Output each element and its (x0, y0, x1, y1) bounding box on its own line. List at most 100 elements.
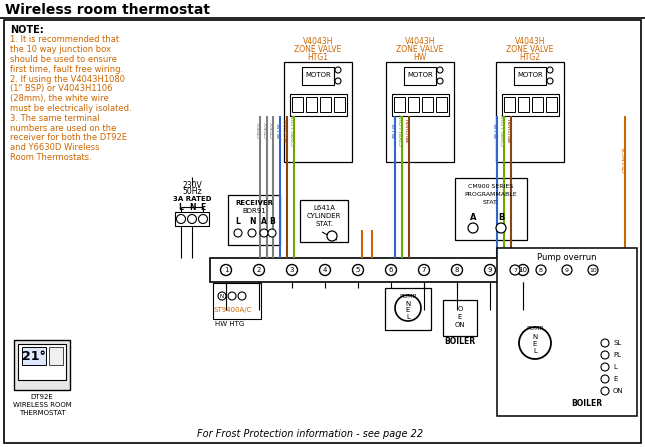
Text: BLUE: BLUE (393, 122, 397, 138)
Text: 8: 8 (539, 267, 543, 273)
Text: HW HTG: HW HTG (215, 321, 244, 327)
Text: HTG1: HTG1 (308, 54, 328, 63)
Text: PL: PL (613, 352, 621, 358)
Bar (213, 283, 261, 319)
Text: PUMP: PUMP (399, 295, 417, 299)
Circle shape (395, 295, 421, 321)
Text: DT92E: DT92E (30, 394, 54, 400)
Circle shape (253, 265, 264, 275)
Text: O: O (457, 306, 462, 312)
Bar (436, 97, 447, 112)
Text: (1" BSP) or V4043H1106: (1" BSP) or V4043H1106 (10, 84, 112, 93)
Text: CM900 SERIES: CM900 SERIES (468, 185, 513, 190)
Text: 10: 10 (519, 267, 528, 273)
Text: BLUE: BLUE (495, 122, 499, 138)
Bar (14, 340, 70, 390)
Text: BLUE: BLUE (277, 122, 283, 138)
Circle shape (484, 265, 495, 275)
Circle shape (468, 223, 478, 233)
Circle shape (437, 78, 443, 84)
Text: 2: 2 (257, 267, 261, 273)
Text: L: L (613, 364, 617, 370)
Text: 1. It is recommended that: 1. It is recommended that (10, 35, 119, 45)
Text: 3A RATED: 3A RATED (173, 196, 212, 202)
Circle shape (386, 265, 397, 275)
Text: CYLINDER: CYLINDER (307, 213, 341, 219)
Text: ORANGE: ORANGE (622, 147, 628, 173)
Text: L: L (533, 348, 537, 354)
Circle shape (601, 375, 609, 383)
Text: BROWN: BROWN (508, 118, 513, 142)
Text: E: E (406, 307, 410, 313)
Circle shape (238, 292, 246, 300)
Text: GREY: GREY (257, 122, 263, 139)
Circle shape (562, 265, 572, 275)
Bar (502, 94, 559, 116)
Text: E: E (613, 376, 617, 382)
Circle shape (419, 265, 430, 275)
Bar (292, 97, 303, 112)
Bar (404, 67, 436, 85)
Text: receiver for both the DT92E: receiver for both the DT92E (10, 134, 127, 143)
Text: 7: 7 (513, 267, 517, 273)
Text: ZONE VALVE: ZONE VALVE (294, 46, 342, 55)
Text: G/YELLOW: G/YELLOW (502, 114, 506, 146)
Text: ON: ON (455, 322, 465, 328)
Text: BDR91: BDR91 (242, 208, 266, 214)
Text: must be electrically isolated.: must be electrically isolated. (10, 104, 132, 113)
Bar (306, 97, 317, 112)
Bar (175, 212, 209, 226)
Text: BOILER: BOILER (444, 337, 475, 346)
Circle shape (218, 292, 226, 300)
Bar (497, 248, 637, 416)
Circle shape (451, 265, 462, 275)
Bar (334, 97, 345, 112)
Text: PUMP: PUMP (526, 326, 544, 332)
Bar (300, 200, 348, 242)
Text: G/YELLOW: G/YELLOW (292, 114, 297, 146)
Bar (532, 97, 543, 112)
Text: first time, fault free wiring.: first time, fault free wiring. (10, 65, 123, 74)
Circle shape (496, 223, 506, 233)
Circle shape (221, 265, 232, 275)
Bar (386, 62, 454, 162)
Text: 1: 1 (224, 267, 228, 273)
Text: For Frost Protection information - see page 22: For Frost Protection information - see p… (197, 429, 423, 439)
Bar (18, 344, 66, 380)
Circle shape (517, 265, 528, 275)
Text: 5: 5 (356, 267, 360, 273)
Text: (28mm), the white wire: (28mm), the white wire (10, 94, 109, 103)
Bar (392, 94, 449, 116)
Circle shape (588, 265, 598, 275)
Bar (496, 62, 564, 162)
Text: L: L (235, 216, 241, 225)
Bar (455, 178, 527, 240)
Text: BROWN: BROWN (406, 118, 412, 142)
Text: 3: 3 (290, 267, 294, 273)
Text: ZONE VALVE: ZONE VALVE (396, 46, 444, 55)
Text: the 10 way junction box: the 10 way junction box (10, 45, 111, 54)
Bar (22, 347, 46, 365)
Text: STAT.: STAT. (483, 201, 499, 206)
Text: B: B (269, 216, 275, 225)
Bar (546, 97, 557, 112)
Circle shape (177, 215, 186, 224)
Text: BROWN: BROWN (284, 118, 290, 142)
Text: N: N (220, 294, 224, 299)
Circle shape (547, 78, 553, 84)
Text: THERMOSTAT: THERMOSTAT (19, 410, 65, 416)
Text: HTG2: HTG2 (519, 54, 541, 63)
Bar (284, 62, 352, 162)
Text: 4: 4 (322, 267, 327, 273)
Text: B: B (498, 212, 504, 222)
Bar (320, 97, 331, 112)
Text: V4043H: V4043H (515, 38, 545, 46)
Circle shape (286, 265, 297, 275)
Circle shape (437, 67, 443, 73)
Text: should be used to ensure: should be used to ensure (10, 55, 117, 64)
Text: Wireless room thermostat: Wireless room thermostat (5, 3, 210, 17)
Text: 7: 7 (422, 267, 426, 273)
Text: PROGRAMMABLE: PROGRAMMABLE (464, 193, 517, 198)
Text: GREY: GREY (270, 122, 275, 139)
Text: MOTOR: MOTOR (517, 72, 543, 78)
